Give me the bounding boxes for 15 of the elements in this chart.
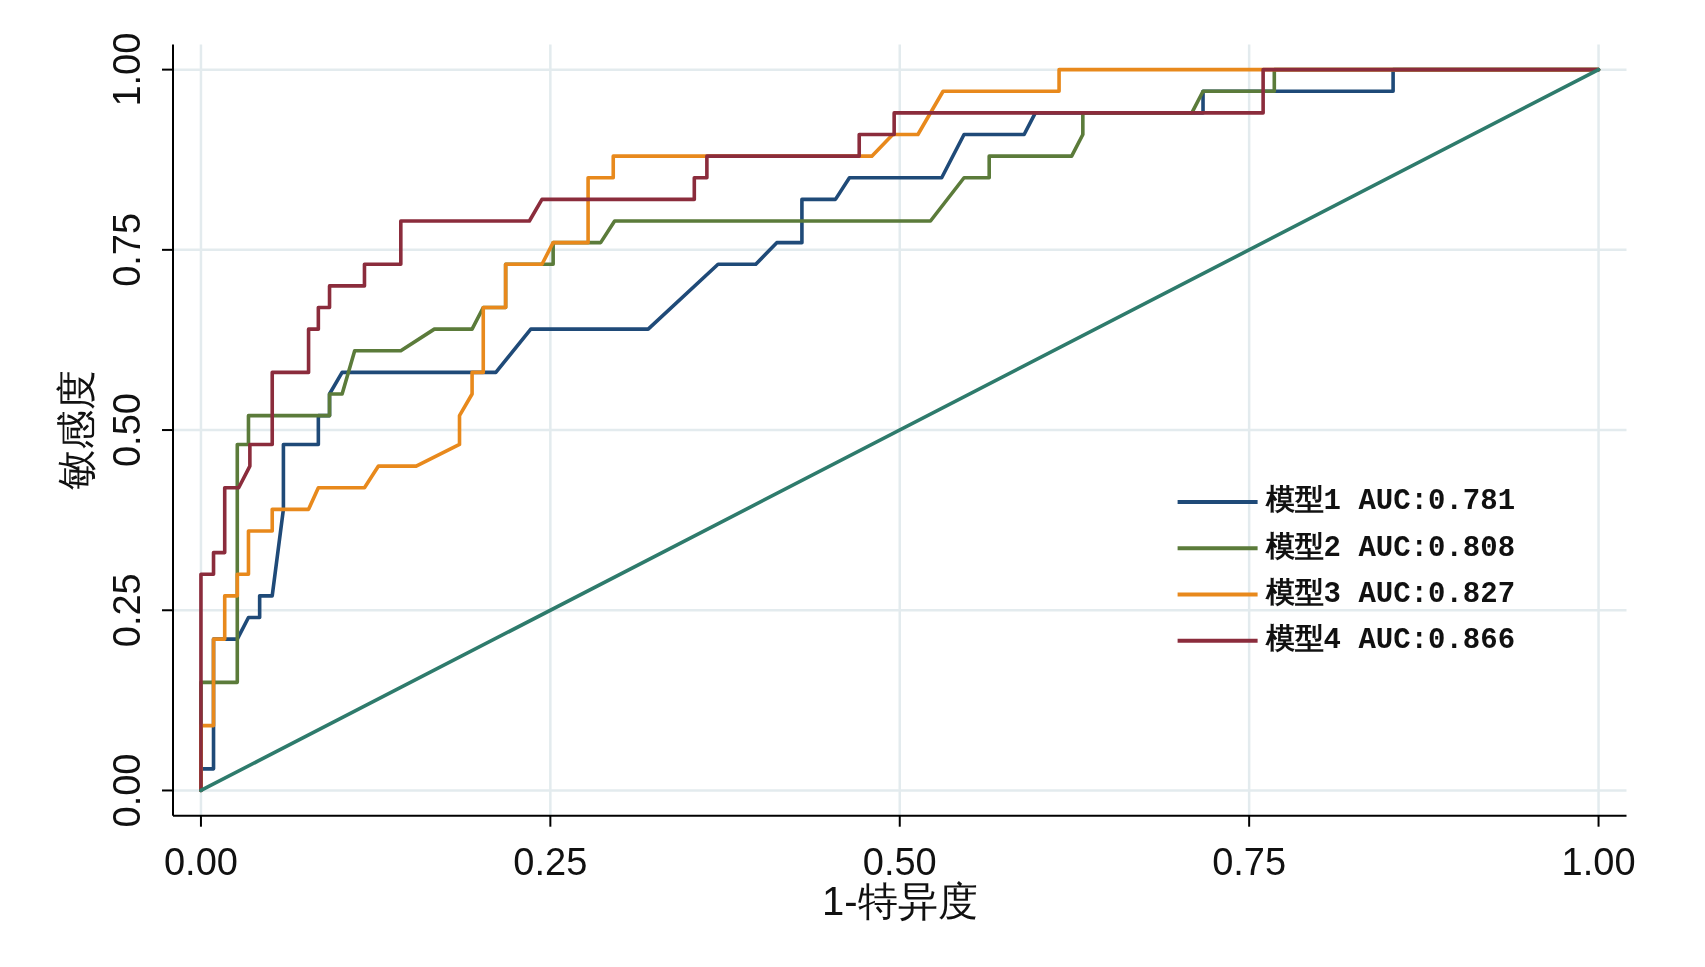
- y-tick-label: 0.00: [106, 753, 148, 828]
- y-tick-label: 0.50: [106, 393, 148, 468]
- line-series: [199, 67, 1601, 793]
- legend-label: 模型2 AUC:0.808: [1264, 530, 1516, 565]
- x-tick-label: 0.25: [513, 840, 588, 883]
- legend-label: 模型4 AUC:0.866: [1264, 623, 1516, 658]
- legend-label: 模型1 AUC:0.781: [1264, 484, 1516, 519]
- x-tick-label: 0.00: [163, 840, 238, 883]
- legend-label: 模型3 AUC:0.827: [1264, 577, 1516, 612]
- x-tick-label: 0.75: [1212, 840, 1287, 883]
- y-tick-label: 1.00: [106, 32, 148, 107]
- y-tick-label: 0.75: [106, 212, 148, 287]
- y-axis-title: 敏感度: [54, 370, 98, 491]
- x-tick-label: 1.00: [1561, 840, 1636, 883]
- y-tick-label: 0.25: [106, 573, 148, 648]
